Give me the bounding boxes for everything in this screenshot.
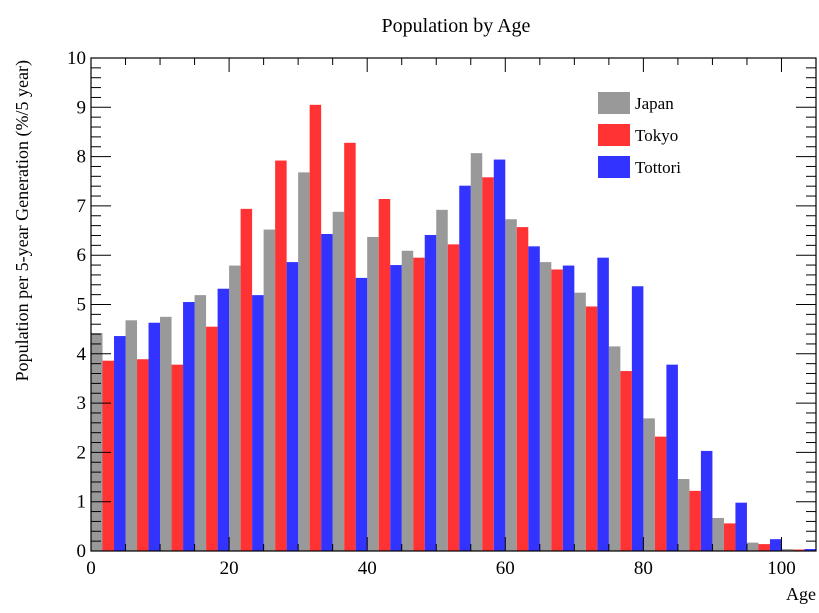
y-tick-label-2: 2 bbox=[77, 442, 87, 463]
bar-tottori-100 bbox=[804, 549, 816, 551]
bar-tottori-30 bbox=[321, 234, 333, 551]
bar-tottori-80 bbox=[666, 364, 678, 551]
bar-japan-5 bbox=[125, 320, 138, 551]
bar-japan-70 bbox=[574, 292, 586, 551]
bar-japan-30 bbox=[298, 172, 310, 551]
bar-tokyo-65 bbox=[551, 269, 563, 551]
x-tick-label-100: 100 bbox=[767, 558, 796, 579]
bar-tottori-0 bbox=[114, 336, 126, 551]
bar-tottori-75 bbox=[631, 286, 644, 551]
bar-tokyo-35 bbox=[344, 142, 356, 552]
y-tick-label-7: 7 bbox=[77, 196, 87, 217]
bar-japan-45 bbox=[401, 250, 414, 551]
legend: Japan Tokyo Tottori bbox=[598, 92, 681, 178]
y-tick-label-4: 4 bbox=[77, 344, 87, 365]
x-tick-label-20: 20 bbox=[220, 558, 239, 579]
bar-tokyo-50 bbox=[447, 244, 460, 551]
bar-tottori-40 bbox=[390, 265, 402, 551]
bar-tottori-15 bbox=[217, 288, 230, 551]
y-tick-label-5: 5 bbox=[77, 295, 87, 316]
y-tick-label-0: 0 bbox=[77, 541, 87, 562]
y-tick-label-9: 9 bbox=[77, 97, 87, 118]
bar-tokyo-20 bbox=[240, 208, 253, 552]
bar-tokyo-60 bbox=[516, 227, 529, 551]
bar-tottori-25 bbox=[286, 262, 299, 551]
bar-tokyo-80 bbox=[654, 436, 667, 551]
bar-tottori-60 bbox=[528, 246, 540, 551]
bar-tokyo-70 bbox=[585, 306, 598, 551]
y-axis-label: Population per 5-year Generation (%/5 ye… bbox=[12, 60, 33, 381]
bars-group bbox=[91, 104, 816, 552]
bar-tokyo-40 bbox=[378, 199, 391, 551]
bar-japan-65 bbox=[539, 262, 552, 551]
bar-japan-90 bbox=[712, 517, 724, 551]
bar-tottori-20 bbox=[252, 295, 264, 551]
bar-tottori-50 bbox=[459, 185, 471, 551]
bar-tokyo-0 bbox=[102, 360, 115, 551]
bar-japan-55 bbox=[470, 153, 483, 551]
x-tick-label-0: 0 bbox=[86, 558, 96, 579]
legend-swatch-japan bbox=[598, 92, 630, 114]
bar-tokyo-75 bbox=[620, 371, 632, 551]
x-axis-label: Age bbox=[786, 584, 816, 604]
bar-japan-50 bbox=[436, 209, 448, 551]
bar-japan-95 bbox=[746, 542, 759, 551]
bar-tottori-90 bbox=[735, 502, 747, 551]
bar-tottori-70 bbox=[597, 257, 609, 551]
bar-tokyo-30 bbox=[309, 104, 322, 551]
bar-japan-25 bbox=[263, 229, 276, 551]
y-tick-label-3: 3 bbox=[77, 393, 87, 414]
bar-tokyo-5 bbox=[137, 359, 149, 551]
legend-swatch-tottori bbox=[598, 156, 630, 178]
legend-label-japan: Japan bbox=[635, 94, 674, 113]
legend-label-tokyo: Tokyo bbox=[635, 126, 678, 145]
bar-tottori-45 bbox=[424, 234, 437, 552]
y-tick-label-8: 8 bbox=[77, 147, 87, 168]
bar-tokyo-45 bbox=[413, 257, 425, 551]
bar-japan-85 bbox=[677, 479, 690, 551]
y-tick-label-1: 1 bbox=[77, 492, 87, 513]
bar-japan-75 bbox=[608, 346, 621, 551]
bar-japan-15 bbox=[194, 295, 207, 551]
bar-tottori-55 bbox=[493, 159, 506, 551]
x-tick-label-60: 60 bbox=[496, 558, 515, 579]
bar-tottori-10 bbox=[183, 302, 195, 551]
bar-tottori-35 bbox=[355, 277, 368, 551]
bar-japan-100 bbox=[781, 549, 793, 551]
bar-japan-80 bbox=[643, 418, 655, 551]
legend-label-tottori: Tottori bbox=[635, 158, 681, 177]
bar-tottori-85 bbox=[700, 450, 713, 551]
bar-japan-20 bbox=[229, 265, 241, 551]
bar-tokyo-15 bbox=[206, 326, 218, 551]
bar-tokyo-10 bbox=[171, 364, 184, 551]
bar-japan-10 bbox=[160, 316, 172, 551]
bar-tokyo-100 bbox=[792, 549, 805, 551]
bar-tottori-65 bbox=[562, 265, 575, 551]
x-tick-label-40: 40 bbox=[358, 558, 377, 579]
bar-tokyo-90 bbox=[723, 523, 736, 551]
bar-tottori-5 bbox=[148, 322, 161, 551]
bar-japan-35 bbox=[332, 211, 345, 551]
legend-swatch-tokyo bbox=[598, 124, 630, 146]
y-tick-label-6: 6 bbox=[77, 245, 87, 266]
bar-tokyo-85 bbox=[689, 490, 701, 551]
chart-title: Population by Age bbox=[382, 15, 531, 37]
bar-japan-60 bbox=[505, 219, 517, 551]
x-tick-label-80: 80 bbox=[634, 558, 653, 579]
y-tick-label-10: 10 bbox=[67, 48, 86, 69]
bar-tokyo-55 bbox=[482, 177, 494, 551]
bar-tokyo-95 bbox=[758, 544, 770, 551]
bar-tokyo-25 bbox=[275, 160, 287, 552]
bar-tottori-95 bbox=[769, 539, 782, 551]
bar-japan-40 bbox=[367, 236, 379, 551]
